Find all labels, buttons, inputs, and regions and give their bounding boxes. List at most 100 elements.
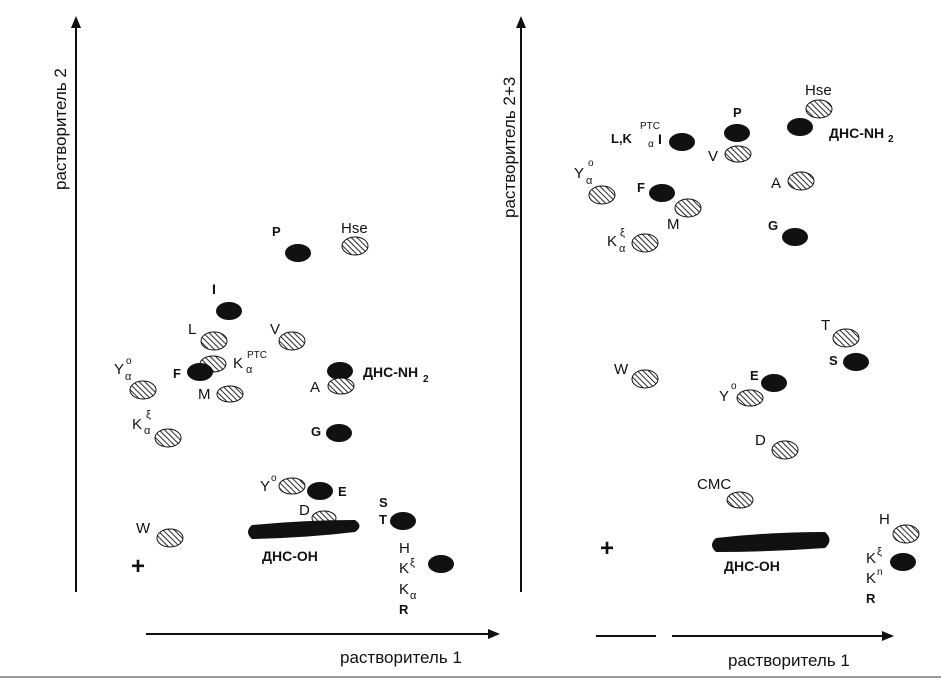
r-label-k-sup: ξ [620,227,625,239]
right-panel: растворитель 2+3 растворитель 1 + Hse P … [500,16,920,670]
label-k-xi: K [132,416,142,433]
r-label-cmc: CMC [697,476,731,493]
r-spot-y-o [736,389,764,407]
bottom-rule [0,676,941,678]
r-label-i: I [658,131,662,147]
r-spot-f [649,184,675,202]
r-spot-v [724,145,752,163]
r-label-dns-oh: ДНС-ОН [724,558,780,574]
label-v: V [270,321,280,338]
spot-v [278,331,306,351]
r-label-e: E [750,368,759,383]
label-e: E [338,484,347,499]
r-spot-a [787,171,815,191]
left-x-axis-label: растворитель 1 [340,648,462,667]
label-g: G [311,424,321,439]
right-y-axis-label: растворитель 2+3 [500,77,519,218]
label-r: R [399,602,409,617]
label-s: S [379,495,388,510]
r-spot-d [771,440,799,460]
r-label-m: M [667,216,680,233]
r-spot-dns-nh2 [787,118,813,136]
right-x-axis-label: растворитель 1 [728,651,850,670]
r-spot-y [588,185,616,205]
r-label-k: K [607,233,617,250]
spot-y [129,380,157,400]
r-label-k2-sup: n [877,567,883,578]
spot-w [156,528,184,548]
spot-i [216,302,242,320]
r-label-v: V [708,148,718,165]
label-k2: K [399,581,409,598]
streak-dns-oh [248,520,360,539]
r-label-w: W [614,361,629,378]
spot-basic [428,555,454,573]
r-spot-m [674,198,702,218]
left-panel: растворитель 2 растворитель 1 + P Hse I … [51,16,500,667]
label-k-xi-sub: α [144,425,151,437]
spot-p [285,244,311,262]
r-label-d: D [755,432,766,449]
r-spot-w [631,369,659,389]
label-dns-oh: ДНС-ОН [262,548,318,564]
r-label-y-sup: o [588,158,594,169]
r-spot-basic [890,553,916,571]
label-y-sup: o [126,356,132,367]
r-label-hse: Hse [805,82,832,99]
label-m: M [198,386,211,403]
right-origin-mark: + [600,535,614,562]
r-label-h: H [879,511,890,528]
spot-s-t [390,512,416,530]
r-label-y: Y [574,165,584,182]
spot-a [327,377,355,395]
r-label-k-sub: α [619,243,626,255]
spot-f [187,363,213,381]
spot-l [200,331,228,351]
r-label-k2: K [866,570,876,587]
r-spot-cmc [726,491,754,509]
label-k1: K [399,560,409,577]
spot-k-xi [154,428,182,448]
label-h: H [399,540,410,557]
r-label-dns-nh2: ДНС-NH [829,125,884,141]
label-k2-sub: α [410,590,417,602]
r-label-g: G [768,218,778,233]
r-label-y-o-sup: o [731,381,737,392]
label-y-sub: α [125,371,132,383]
spot-hse [341,236,369,256]
label-y-o-sup: o [271,473,277,484]
label-k-xi-sup: ξ [146,409,151,421]
label-y: Y [114,361,124,378]
r-spot-lki [669,133,695,151]
label-k-ptc: K [233,355,243,372]
r-label-lk-sup: PTC [640,121,660,132]
r-label-t: T [821,317,830,334]
r-label-lk-sub: α [648,139,654,150]
r-spot-t [832,328,860,348]
label-d: D [299,502,310,519]
r-label-k1: K [866,550,876,567]
label-k-ptc-sub: α [246,364,253,376]
r-label-s: S [829,353,838,368]
label-l: L [188,321,196,338]
spot-m [216,385,244,403]
left-origin-mark: + [131,553,145,580]
label-dns-nh2-sub: 2 [423,374,429,385]
label-a: A [310,379,320,396]
label-y-o: Y [260,478,270,495]
r-label-f: F [637,180,645,195]
label-dns-nh2: ДНС-NH [363,364,418,380]
label-w: W [136,520,151,537]
r-spot-s [843,353,869,371]
r-spot-e [761,374,787,392]
r-spot-k [631,233,659,253]
r-label-y-o: Y [719,388,729,405]
label-k-ptc-sup: PTC [247,350,267,361]
label-t: T [379,512,387,527]
r-label-y-sub: α [586,175,593,187]
r-label-k1-sup: ξ [877,546,882,558]
label-p: P [272,224,281,239]
r-spot-hse [805,99,833,119]
